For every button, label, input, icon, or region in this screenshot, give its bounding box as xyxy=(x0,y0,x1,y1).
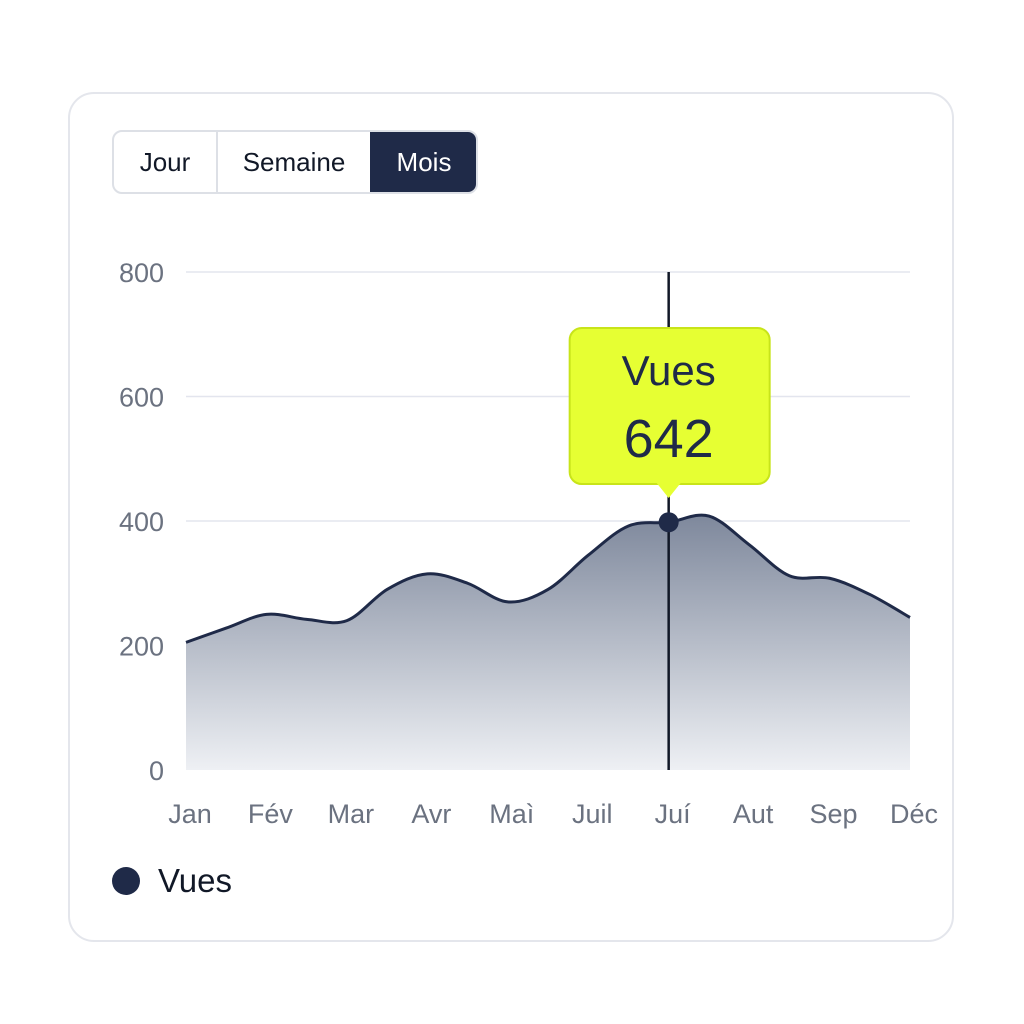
tooltip-value: 642 xyxy=(624,409,714,469)
x-tick-label: Fév xyxy=(248,799,294,829)
chart-legend: Vues xyxy=(112,862,232,900)
range-day-button[interactable]: Jour xyxy=(139,146,191,177)
x-tick-label: Aut xyxy=(733,799,774,829)
range-week-button[interactable]: Semaine xyxy=(216,132,370,192)
series-area-vues xyxy=(186,515,910,770)
tooltip-series-label: Vues xyxy=(622,347,716,394)
y-tick-label: 200 xyxy=(119,632,164,662)
series-line-vues xyxy=(185,513,911,644)
legend-dot-icon xyxy=(112,867,140,895)
x-tick-label: Avr xyxy=(411,799,451,829)
x-tick-label: Juil xyxy=(572,799,613,829)
x-tick-label: Sep xyxy=(810,799,858,829)
time-range-toggle: Jour Semaine Mois xyxy=(112,130,478,194)
chart-card xyxy=(68,92,954,942)
x-tick-label: Mar xyxy=(328,799,375,829)
x-tick-label: Juí xyxy=(655,799,692,829)
hover-point xyxy=(658,512,679,533)
range-month-button[interactable]: Mois xyxy=(370,132,476,192)
y-tick-label: 800 xyxy=(119,258,164,288)
y-tick-label: 600 xyxy=(119,383,164,413)
y-tick-label: 0 xyxy=(149,756,164,786)
x-tick-label: Maì xyxy=(489,799,534,829)
x-tick-label: Jan xyxy=(168,799,212,829)
y-tick-label: 400 xyxy=(119,507,164,537)
legend-label: Vues xyxy=(158,862,232,899)
x-tick-label: Déc xyxy=(890,799,938,829)
tooltip: Vues 642 xyxy=(568,327,771,498)
tooltip-pointer xyxy=(656,483,681,498)
